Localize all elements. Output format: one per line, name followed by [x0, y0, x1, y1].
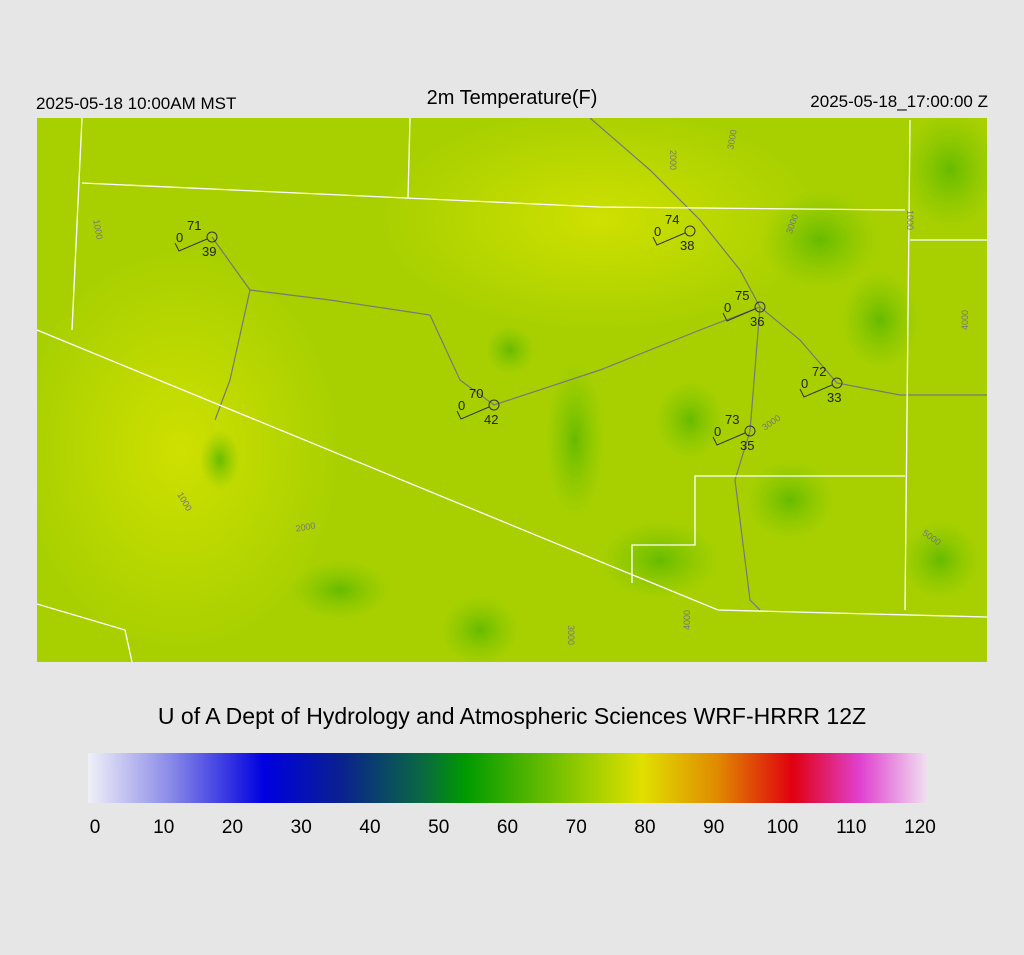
- wind-speed: 0: [724, 300, 731, 315]
- dewpoint: 35: [740, 438, 754, 453]
- colorbar-tick-label: 20: [222, 817, 243, 838]
- contour-label: 4000: [960, 310, 970, 330]
- contour-label: 3000: [725, 129, 738, 150]
- temperature: 73: [725, 412, 739, 427]
- dewpoint: 33: [827, 390, 841, 405]
- roads: [211, 118, 987, 611]
- temperature: 70: [469, 386, 483, 401]
- wind-barb: [174, 238, 208, 252]
- colorbar-tick-label: 80: [634, 817, 655, 838]
- wind-speed: 0: [801, 376, 808, 391]
- colorbar-tick-label: 60: [497, 817, 518, 838]
- colorbar-tick-label: 50: [428, 817, 449, 838]
- contour-label: 1000: [91, 219, 104, 240]
- colorbar-tick-label: 40: [359, 817, 380, 838]
- borders: [37, 118, 987, 662]
- wind-speed: 0: [654, 224, 661, 239]
- temperature: 71: [187, 218, 201, 233]
- wind-barb: [712, 432, 746, 446]
- colorbar-tick-label: 110: [836, 817, 866, 838]
- colorbar-tick-label: 0: [90, 817, 101, 838]
- station-circle: [754, 301, 766, 313]
- footer-credit: U of A Dept of Hydrology and Atmospheric…: [158, 703, 866, 729]
- station-circle: [744, 425, 756, 437]
- dewpoint: 42: [484, 412, 498, 427]
- station-circle: [206, 231, 218, 243]
- map: 1000200030001000300040001000200030005000…: [37, 118, 987, 662]
- dewpoint: 38: [680, 238, 694, 253]
- colorbar-tick-label: 90: [703, 817, 724, 838]
- colorbar-tick-label: 10: [153, 817, 174, 838]
- wind-speed: 0: [714, 424, 721, 439]
- colorbar-tick-label: 100: [767, 817, 799, 838]
- colorbar-tick-label: 30: [291, 817, 312, 838]
- wind-barb: [652, 232, 686, 246]
- station-circle: [488, 399, 500, 411]
- contour-label: 1000: [905, 210, 915, 230]
- map-title: 2m Temperature(F): [427, 87, 598, 109]
- dewpoint: 39: [202, 244, 216, 259]
- valid-time-utc: 2025-05-18_17:00:00 Z: [810, 92, 988, 111]
- contour-label: 2000: [295, 520, 316, 533]
- terrain-shading: [37, 118, 987, 662]
- wind-speed: 0: [458, 398, 465, 413]
- wind-barb: [456, 406, 490, 420]
- station-circle: [684, 225, 696, 237]
- contour-label: 3000: [566, 625, 576, 645]
- dewpoint: 36: [750, 314, 764, 329]
- contour-label: 2000: [668, 150, 678, 170]
- colorbar: [88, 753, 927, 803]
- temperature: 72: [812, 364, 826, 379]
- wind-barb: [799, 384, 833, 398]
- temperature: 75: [735, 288, 749, 303]
- contour-label: 4000: [682, 610, 692, 630]
- colorbar-tick-label: 70: [566, 817, 587, 838]
- valid-time-local: 2025-05-18 10:00AM MST: [36, 94, 236, 113]
- temperature: 74: [665, 212, 679, 227]
- colorbar-tick-label: 120: [904, 817, 936, 838]
- station-circle: [831, 377, 843, 389]
- wind-speed: 0: [176, 230, 183, 245]
- wind-barb: [722, 308, 756, 322]
